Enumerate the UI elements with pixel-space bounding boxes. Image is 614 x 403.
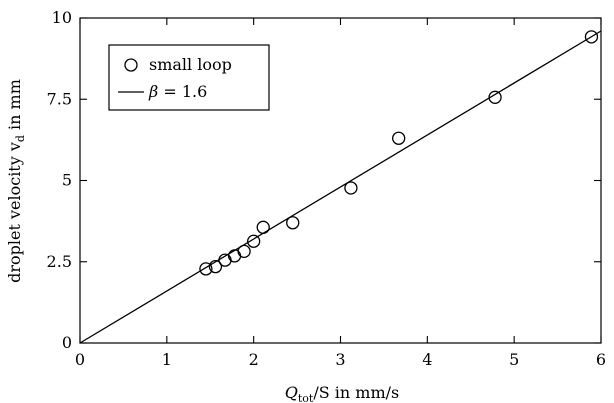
x-tick-label: 2 <box>249 350 259 369</box>
y-tick-label: 2.5 <box>47 252 72 271</box>
data-point <box>584 30 599 44</box>
y-tick-label: 0 <box>62 333 72 352</box>
x-axis-ticks: 0 1 2 3 4 5 6 <box>75 18 606 369</box>
x-axis-label: Qtot/S in mm/s <box>285 383 399 403</box>
data-point <box>237 244 251 259</box>
data-point <box>256 220 270 234</box>
y-axis-label: droplet velocity vd in mm <box>5 79 27 283</box>
fit-line-series <box>79 30 602 344</box>
data-point <box>208 259 223 274</box>
y-tick-label: 5 <box>62 171 72 190</box>
x-tick-label: 1 <box>162 350 172 369</box>
data-point <box>344 181 358 195</box>
x-tick-label: 4 <box>422 350 432 369</box>
legend-label-beta: β = 1.6 <box>148 82 207 101</box>
y-tick-label: 7.5 <box>47 89 72 108</box>
legend: small loop β = 1.6 <box>108 44 270 111</box>
data-point <box>247 234 261 248</box>
x-tick-label: 0 <box>75 350 85 369</box>
legend-marker-small-loop <box>124 58 138 72</box>
data-point <box>488 90 502 104</box>
x-tick-label: 3 <box>335 350 345 369</box>
fit-line <box>79 30 602 344</box>
y-tick-label: 10 <box>52 8 72 27</box>
data-point <box>392 131 406 145</box>
legend-box <box>108 44 270 111</box>
data-point <box>199 262 213 276</box>
x-tick-label: 5 <box>509 350 519 369</box>
data-points-series <box>199 30 599 276</box>
y-axis-ticks: 0 2.5 5 7.5 10 <box>47 8 601 352</box>
data-point <box>286 216 300 230</box>
legend-label-small-loop: small loop <box>149 55 232 74</box>
x-tick-label: 6 <box>596 350 606 369</box>
